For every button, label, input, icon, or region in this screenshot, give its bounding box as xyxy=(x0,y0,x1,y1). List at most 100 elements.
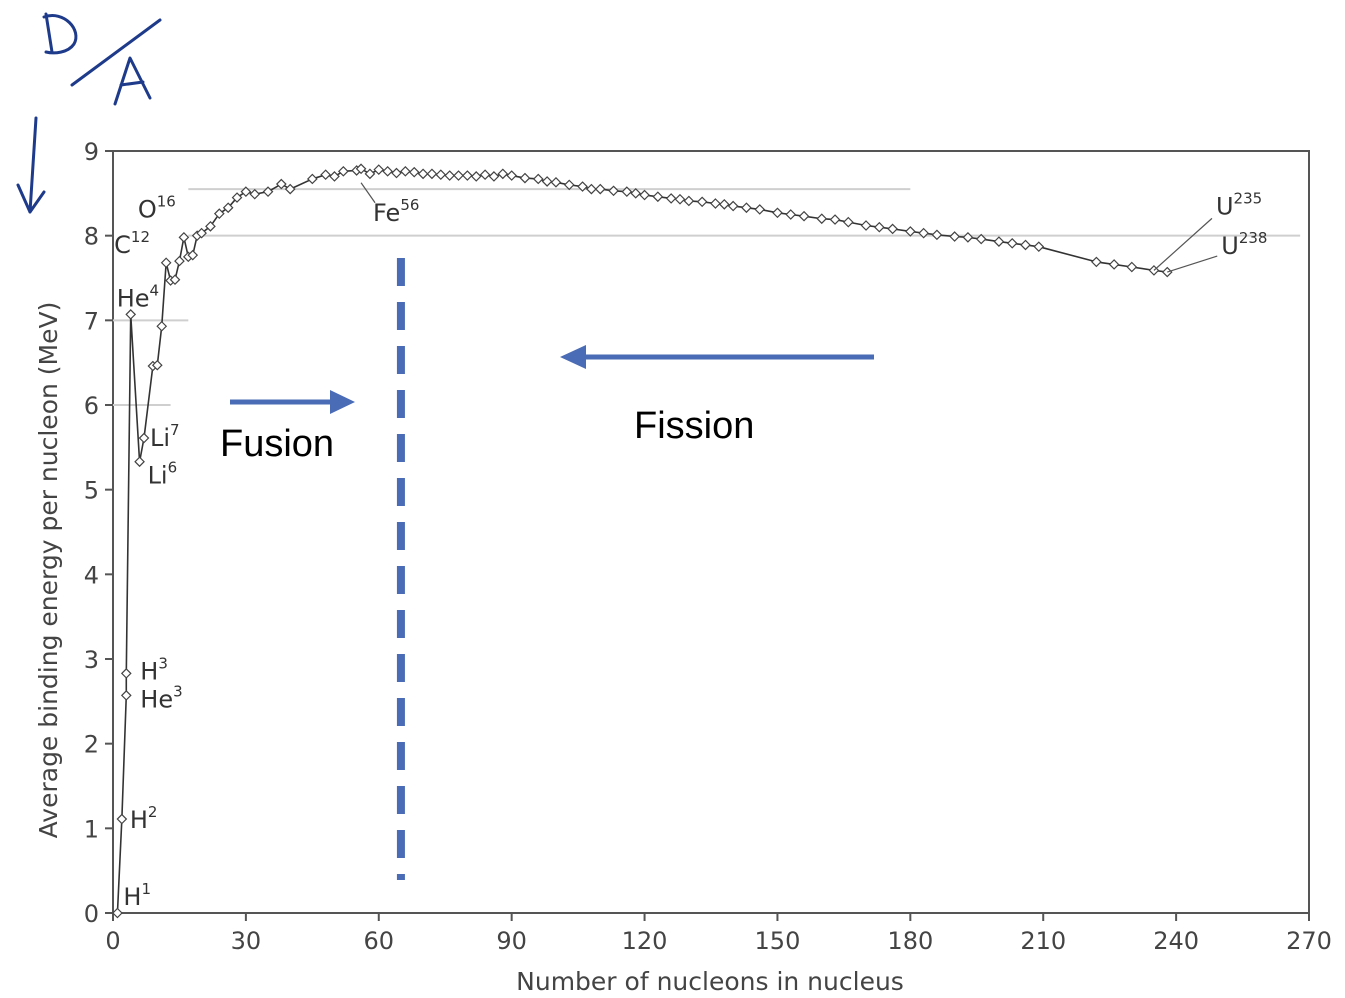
data-point xyxy=(213,208,225,220)
data-point xyxy=(355,163,367,175)
data-point xyxy=(151,359,163,371)
y-tick-label: 5 xyxy=(84,477,99,505)
data-point xyxy=(479,169,491,181)
axis-ticks xyxy=(105,150,1310,921)
reference-lines xyxy=(113,188,1301,406)
data-point xyxy=(798,210,810,222)
x-tick-label: 180 xyxy=(887,927,933,955)
data-point xyxy=(329,171,340,182)
data-point xyxy=(829,214,841,225)
data-point xyxy=(169,274,181,286)
y-axis-label: Average binding energy per nucleon (MeV) xyxy=(34,302,63,839)
data-point xyxy=(710,198,721,209)
data-point xyxy=(541,176,553,187)
data-point xyxy=(249,188,261,200)
data-point xyxy=(306,173,318,185)
data-point xyxy=(949,231,960,242)
data-point xyxy=(577,181,588,192)
data-point xyxy=(462,170,473,181)
data-point xyxy=(904,226,916,237)
y-tick-label: 8 xyxy=(84,223,99,251)
y-tick-label: 7 xyxy=(84,307,99,335)
data-point xyxy=(488,171,500,182)
handwritten-d-over-a xyxy=(16,12,162,214)
y-tick-label: 4 xyxy=(84,561,99,589)
isotope-label: C12 xyxy=(114,228,150,259)
data-point xyxy=(696,196,708,208)
data-point xyxy=(842,216,854,228)
y-tick-label: 6 xyxy=(84,392,99,420)
data-point xyxy=(1006,237,1018,249)
isotope-label: H1 xyxy=(123,880,151,911)
isotope-label: Li6 xyxy=(148,459,178,490)
data-point xyxy=(400,165,411,177)
data-point xyxy=(816,213,828,225)
fusion-arrow xyxy=(230,390,355,414)
isotope-label: He3 xyxy=(140,682,182,713)
data-point xyxy=(506,170,518,181)
data-point xyxy=(563,179,575,191)
data-point xyxy=(231,192,243,203)
isotope-label: He4 xyxy=(117,281,159,312)
fusion-label: Fusion xyxy=(220,423,334,465)
data-point xyxy=(754,204,766,215)
data-point xyxy=(860,220,872,231)
data-point xyxy=(444,170,456,181)
y-tick-label: 1 xyxy=(84,815,99,843)
data-point xyxy=(178,232,190,243)
data-point xyxy=(718,198,730,210)
isotope-label: O16 xyxy=(138,192,176,223)
isotope-label: H2 xyxy=(130,803,158,834)
isotope-leader-line xyxy=(1167,255,1218,273)
x-tick-label: 120 xyxy=(622,927,668,955)
x-tick-label: 60 xyxy=(364,927,395,955)
data-point xyxy=(621,186,633,197)
x-tick-label: 30 xyxy=(231,927,262,955)
data-point xyxy=(240,186,252,197)
data-point xyxy=(417,168,429,180)
data-point xyxy=(262,186,274,197)
plot-frame xyxy=(112,150,1310,914)
y-tick-label: 0 xyxy=(84,900,99,928)
x-tick-labels: 0 30 60 90 120 150 180 210 240 270 xyxy=(105,927,1332,955)
isotope-label: H3 xyxy=(140,654,168,685)
data-point xyxy=(727,200,739,212)
data-point xyxy=(364,168,376,180)
data-point xyxy=(1091,256,1102,268)
data-point xyxy=(931,229,943,241)
data-point xyxy=(639,189,650,201)
data-point xyxy=(674,193,686,205)
data-point xyxy=(120,668,132,679)
data-point xyxy=(337,165,349,177)
data-point xyxy=(550,176,562,188)
series-line xyxy=(116,167,1168,914)
isotope-label: U235 xyxy=(1216,189,1262,220)
data-point xyxy=(125,309,137,320)
data-point xyxy=(426,168,438,180)
data-point xyxy=(873,221,885,233)
data-point xyxy=(652,191,664,203)
x-tick-label: 0 xyxy=(105,927,120,955)
x-tick-label: 240 xyxy=(1153,927,1199,955)
isotope-label: Fe56 xyxy=(373,196,419,227)
data-point xyxy=(683,195,695,207)
data-point xyxy=(741,202,752,214)
data-point xyxy=(887,223,898,235)
data-point xyxy=(1020,239,1031,251)
data-point xyxy=(382,165,393,177)
data-point xyxy=(116,813,128,825)
data-point xyxy=(1126,261,1138,273)
data-point xyxy=(975,233,987,245)
data-point xyxy=(112,907,123,919)
data-point xyxy=(275,178,287,190)
isotope-leader-line xyxy=(360,182,376,204)
data-point xyxy=(1033,241,1045,253)
data-point xyxy=(519,172,531,184)
data-point xyxy=(320,169,331,181)
data-point xyxy=(586,183,597,195)
binding-energy-series xyxy=(112,163,1173,919)
data-point xyxy=(134,456,145,468)
data-point xyxy=(532,173,544,185)
data-point xyxy=(187,249,199,261)
